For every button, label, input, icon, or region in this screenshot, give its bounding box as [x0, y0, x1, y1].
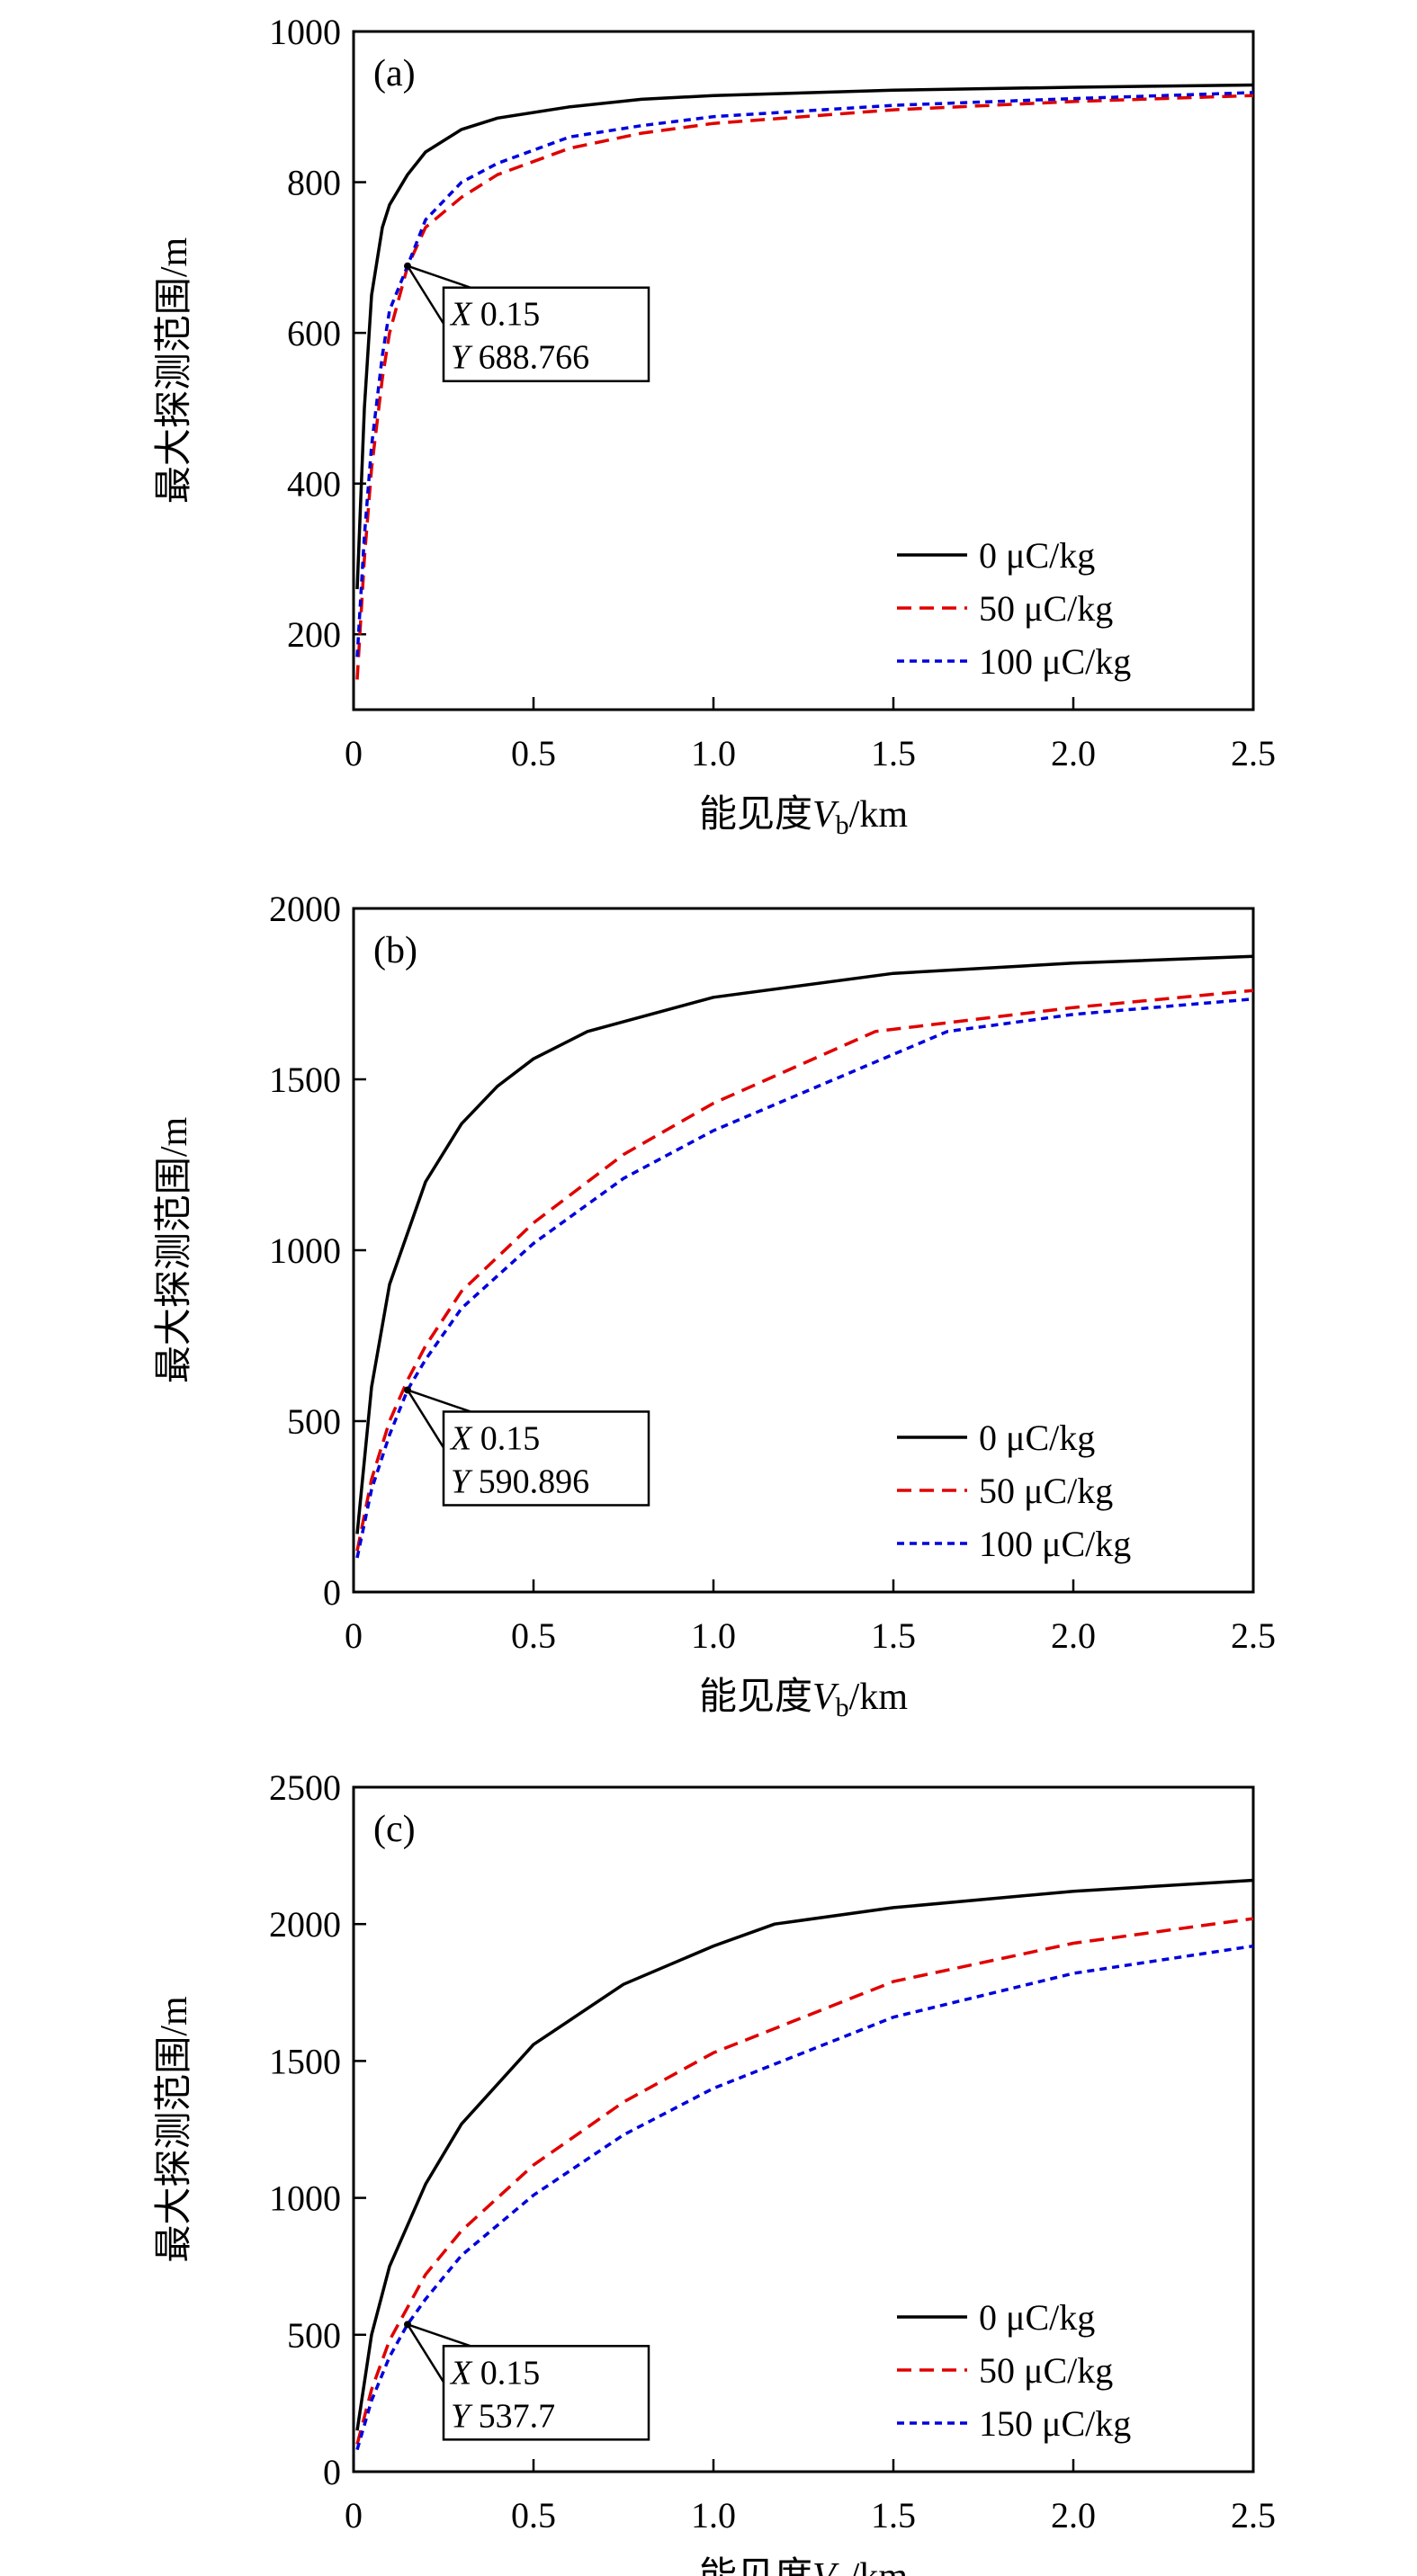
- x-tick-label: 0.5: [511, 733, 556, 774]
- x-tick-label: 0.5: [511, 2495, 556, 2536]
- x-tick-label: 0: [345, 1615, 363, 1656]
- y-tick-label: 2000: [269, 1904, 341, 1945]
- x-axis-label-unit: /km: [849, 1677, 909, 1718]
- legend-entry: 50 μC/kg: [979, 1471, 1113, 1511]
- annotation-x: X 0.15: [449, 2354, 540, 2392]
- plot-frame: [352, 30, 1255, 711]
- annotation-x: X 0.15: [449, 296, 540, 334]
- y-tick-label: 1000: [269, 1230, 341, 1271]
- x-tick-label: 1.5: [871, 2495, 916, 2536]
- y-tick-label: 200: [287, 614, 341, 655]
- legend-entry: 50 μC/kg: [979, 2350, 1113, 2391]
- x-axis-label-sub: b: [836, 1693, 849, 1722]
- x-axis-label-var: V: [812, 2556, 839, 2576]
- y-tick-label: 500: [287, 2315, 341, 2356]
- series-line-0: [355, 1878, 1254, 2431]
- legend-entry: 0 μC/kg: [979, 1418, 1095, 1458]
- series-line-0: [355, 954, 1254, 1534]
- annotation-box: [442, 1410, 650, 1507]
- x-tick-label: 2.5: [1231, 2495, 1276, 2536]
- chart-panel-a: 0 0.5 1.0 1.5 2.0 2.5 200 400 600 800 1000 (a) 能见度Vb…: [154, 12, 1276, 840]
- series-line-2: [355, 1944, 1254, 2451]
- series-line-0: [355, 83, 1254, 590]
- x-tick-label: 2.0: [1051, 733, 1096, 774]
- plot-frame: [352, 1785, 1255, 2473]
- x-tick-label: 2.0: [1051, 2495, 1096, 2536]
- legend-entry: 150 μC/kg: [979, 2403, 1131, 2444]
- series-line-2: [355, 91, 1254, 657]
- annotation-point: [404, 2321, 411, 2329]
- y-tick-label: 600: [287, 313, 341, 353]
- legend-entry: 100 μC/kg: [979, 641, 1131, 682]
- x-tick-label: 0: [345, 2495, 363, 2536]
- y-axis-label: 最大探测范围/m: [154, 1996, 195, 2263]
- annotation-y: Y 537.7: [451, 2397, 555, 2435]
- x-tick-label: 0.5: [511, 1615, 556, 1656]
- annotation-point: [404, 1386, 411, 1394]
- x-tick-label: 2.0: [1051, 1615, 1096, 1656]
- x-tick-label: 2.5: [1231, 1615, 1276, 1656]
- x-axis-label-unit: /km: [849, 2556, 909, 2576]
- panel-label: (b): [373, 930, 417, 971]
- x-axis-label-main: 能见度: [699, 1677, 812, 1718]
- annotation-point: [404, 262, 411, 270]
- y-tick-label: 500: [287, 1401, 341, 1442]
- y-tick-label: 1000: [269, 2178, 341, 2219]
- x-tick-label: 2.5: [1231, 733, 1276, 774]
- x-tick-label: 0: [345, 733, 363, 774]
- annotation-box: [442, 2345, 650, 2441]
- x-tick-label: 1.5: [871, 1615, 916, 1656]
- legend-entry: 0 μC/kg: [979, 535, 1095, 576]
- annotation-y: Y 590.896: [451, 1462, 589, 1500]
- y-axis-label: 最大探测范围/m: [154, 1117, 195, 1384]
- chart-panel-b: 0 0.5 1.0 1.5 2.0 2.5 0 500 1000 1500 2000 (b) 能见度Vb…: [154, 889, 1276, 1722]
- series-line-1: [355, 988, 1254, 1552]
- y-tick-label: 1500: [269, 2041, 341, 2081]
- x-tick-label: 1.5: [871, 733, 916, 774]
- x-axis-label: 能见度Vb/km: [699, 794, 908, 840]
- x-axis-label-unit: /km: [849, 794, 909, 836]
- y-axis-label: 最大探测范围/m: [154, 237, 195, 505]
- series-line-2: [355, 997, 1254, 1559]
- annotation-y: Y 688.766: [451, 339, 589, 377]
- x-axis-label: 能见度Vb/km: [699, 1677, 908, 1722]
- x-axis-label-main: 能见度: [699, 2556, 812, 2576]
- y-tick-label: 0: [323, 1572, 341, 1613]
- x-tick-label: 1.0: [691, 1615, 736, 1656]
- series-line-1: [355, 1917, 1254, 2446]
- panel-label: (a): [373, 53, 416, 94]
- x-tick-label: 1.0: [691, 2495, 736, 2536]
- panel-label: (c): [373, 1809, 416, 1850]
- y-tick-label: 800: [287, 163, 341, 203]
- annotation-x: X 0.15: [449, 1419, 540, 1457]
- x-tick-label: 1.0: [691, 733, 736, 774]
- x-axis-label-sub: b: [836, 2572, 849, 2576]
- chart-panel-c: 0 0.5 1.0 1.5 2.0 2.5 0 500 1000 1500 2000 2500 (c) 能…: [154, 1767, 1276, 2576]
- x-axis-label-var: V: [812, 794, 839, 836]
- x-axis-label-main: 能见度: [699, 794, 812, 836]
- y-tick-label: 2000: [269, 889, 341, 929]
- annotation-box: [442, 286, 650, 382]
- y-tick-label: 1500: [269, 1060, 341, 1100]
- y-tick-label: 1000: [269, 12, 341, 52]
- legend-entry: 100 μC/kg: [979, 1524, 1131, 1564]
- y-tick-label: 0: [323, 2452, 341, 2492]
- legend-entry: 0 μC/kg: [979, 2297, 1095, 2338]
- legend-entry: 50 μC/kg: [979, 588, 1113, 629]
- y-tick-label: 400: [287, 464, 341, 505]
- series-line-1: [355, 94, 1254, 680]
- y-tick-label: 2500: [269, 1767, 341, 1808]
- x-axis-label-var: V: [812, 1677, 839, 1718]
- x-axis-label-sub: b: [836, 810, 849, 840]
- x-axis-label: 能见度Vb/km: [699, 2556, 908, 2576]
